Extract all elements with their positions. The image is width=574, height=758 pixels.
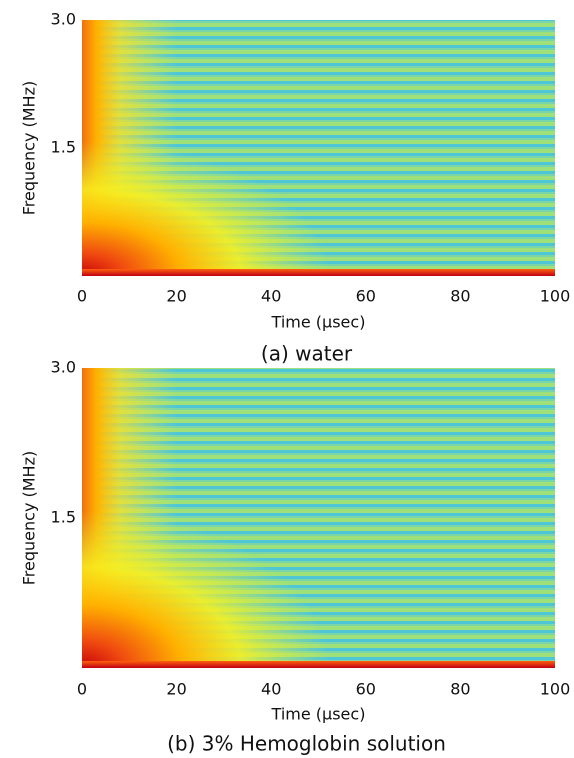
x-tick-label: 80 <box>450 680 470 699</box>
y-tick-label: 3.0 <box>51 10 76 29</box>
caption: (b) 3% Hemoglobin solution <box>167 732 446 756</box>
spectrogram-low-energy <box>82 20 555 276</box>
x-tick-label: 60 <box>356 680 376 699</box>
x-axis-label: Time (μsec) <box>271 313 366 332</box>
x-tick-label: 0 <box>77 287 87 306</box>
x-tick-label: 0 <box>77 680 87 699</box>
x-tick-label: 20 <box>166 680 186 699</box>
x-tick-label: 40 <box>261 287 281 306</box>
y-tick-label: 3.0 <box>51 358 76 377</box>
y-axis-label: Frequency (MHz) <box>20 81 39 215</box>
x-tick-label: 80 <box>450 287 470 306</box>
x-tick-label: 100 <box>540 287 571 306</box>
spectrogram <box>82 368 555 668</box>
spectrogram <box>82 20 555 276</box>
spectrogram-base-band <box>82 269 555 276</box>
x-tick-label: 100 <box>540 680 571 699</box>
y-tick-label: 1.5 <box>51 138 76 157</box>
caption: (a) water <box>261 342 353 366</box>
y-tick-label: 1.5 <box>51 508 76 527</box>
x-tick-label: 20 <box>166 287 186 306</box>
spectrogram-base-band <box>82 661 555 668</box>
y-axis-label: Frequency (MHz) <box>20 451 39 585</box>
x-tick-label: 40 <box>261 680 281 699</box>
spectrogram-low-energy <box>82 368 555 668</box>
x-tick-label: 60 <box>356 287 376 306</box>
x-axis-label: Time (μsec) <box>271 705 366 724</box>
